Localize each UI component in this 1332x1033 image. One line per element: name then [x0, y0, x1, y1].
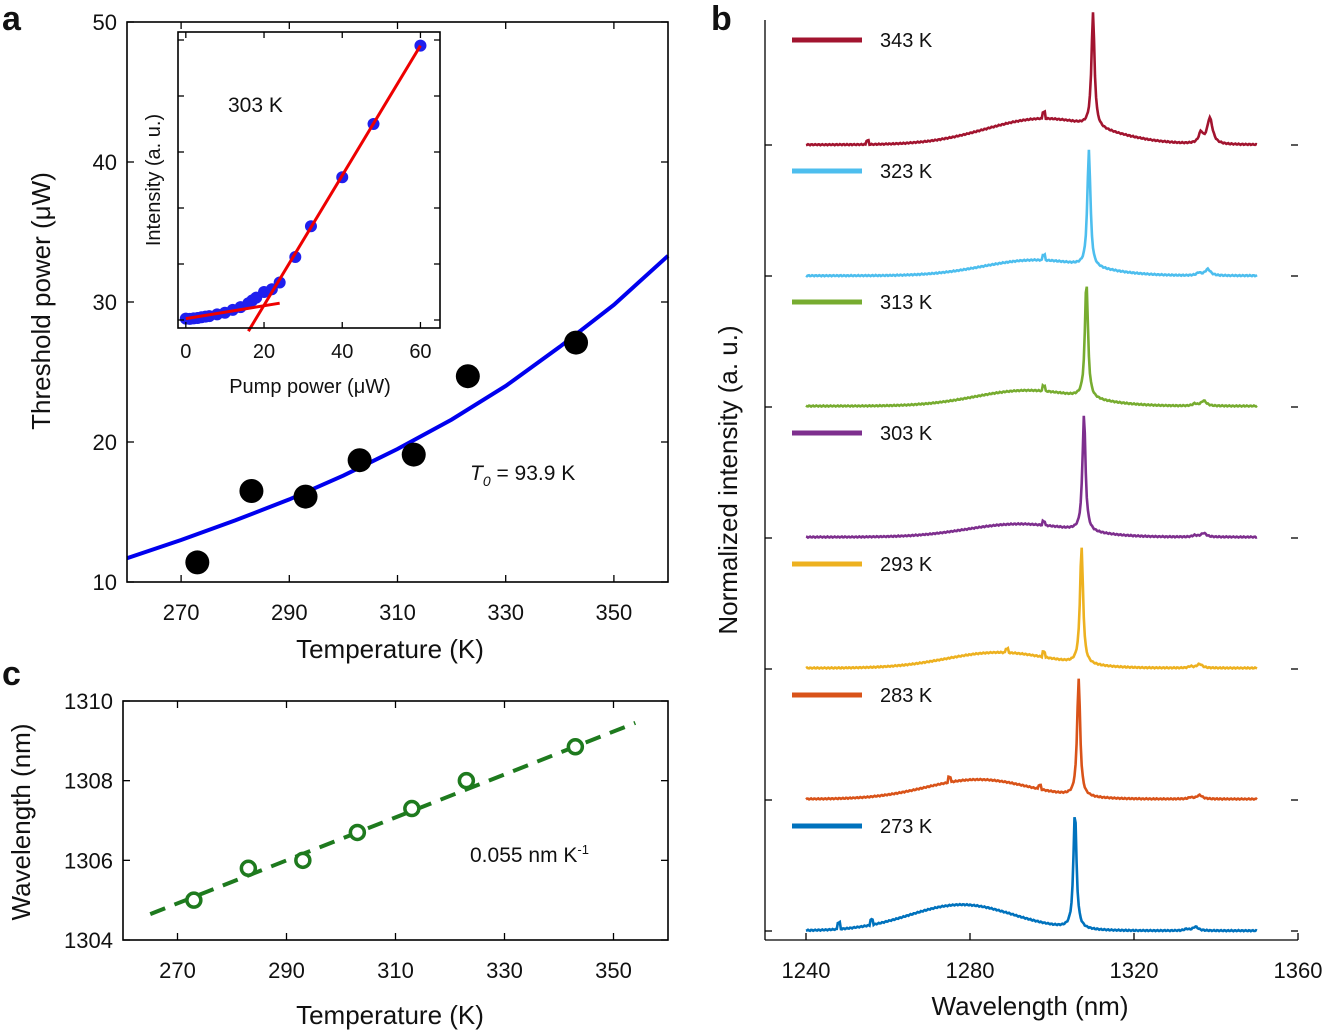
- legend-label: 343 K: [880, 30, 933, 52]
- panel-a-x-tick-label: 330: [487, 600, 524, 625]
- panel-b-x-tick-label: 1280: [946, 958, 995, 983]
- panel-a-x-axis-label: Temperature (K): [296, 634, 484, 664]
- panel-b-x-tick-label: 1320: [1110, 958, 1159, 983]
- slope-value: 0.055 nm K: [470, 844, 577, 867]
- panel-c-y-tick-label: 1308: [64, 769, 113, 794]
- panel-c-slope-annotation: 0.055 nm K-1: [470, 842, 589, 867]
- panel-a-inset: 0 20 40 60 303 K Pump power (μW) Intensity …: [143, 31, 441, 398]
- panel-b-x-axis-label: Wavelength (nm): [932, 991, 1129, 1021]
- legend-label: 293 K: [880, 554, 933, 576]
- spectrum-line: [805, 149, 1258, 278]
- panel-c-x-axis-label: Temperature (K): [296, 1000, 484, 1030]
- inset-x-axis-label: Pump power (μW): [229, 376, 391, 398]
- panel-a-ticks: 270 290 310 330 350 10 20 30 40 50: [93, 10, 668, 625]
- panel-b-x-tick-label: 1240: [782, 958, 831, 983]
- panel-a-data-point: [347, 448, 372, 473]
- inset-temperature-label: 303 K: [228, 94, 283, 117]
- panel-c-x-tick-label: 350: [595, 958, 632, 983]
- panel-c-y-tick-label: 1310: [64, 689, 113, 714]
- panel-b-legend: 273 K 283 K 293 K 303 K 313 K 323 K 343 K: [792, 30, 933, 838]
- legend-label: 313 K: [880, 292, 933, 314]
- spectrum-line: [805, 12, 1258, 147]
- panel-a-plot-area: [126, 254, 670, 575]
- panel-a-y-axis-label: Threshold power (μW): [26, 172, 56, 430]
- legend-label: 303 K: [880, 423, 933, 445]
- panel-c-data-point: [403, 799, 421, 818]
- panel-a-data-point: [185, 550, 210, 575]
- panel-label-c: c: [2, 655, 21, 693]
- panel-c: 270 290 310 330 350 1304 1306 1308 1310 0.055 nm…: [6, 689, 669, 1030]
- panel-c-ticks: 270 290 310 330 350 1304 1306 1308 1310: [64, 689, 668, 983]
- panel-a-y-tick-label: 20: [93, 430, 117, 455]
- panel-c-plot-area: [149, 721, 637, 916]
- inset-x-tick-label: 40: [331, 341, 353, 363]
- panel-a-x-tick-label: 270: [163, 600, 200, 625]
- panel-c-fit-line: [149, 721, 637, 916]
- panel-label-b: b: [711, 0, 732, 38]
- panel-b-ticks: 1240 1280 1320 1360: [765, 144, 1323, 983]
- inset-fit-line: [247, 44, 422, 332]
- panel-a-data-point: [239, 479, 264, 503]
- inset-plot-area: [179, 39, 427, 332]
- panel-a-y-tick-label: 30: [93, 290, 117, 315]
- legend-label: 283 K: [880, 685, 933, 707]
- t0-symbol: T: [470, 462, 485, 485]
- spectrum-line: [805, 547, 1258, 671]
- panel-c-data-point: [566, 738, 585, 756]
- panel-c-data-point: [239, 859, 258, 878]
- panel-c-x-tick-label: 330: [486, 958, 523, 983]
- t0-value: = 93.9 K: [491, 462, 576, 485]
- inset-y-axis-label: Intensity (a. u.): [143, 114, 165, 246]
- panel-c-data-point: [294, 851, 312, 870]
- panel-a-x-tick-label: 350: [596, 600, 633, 625]
- panel-c-y-axis-label: Wavelength (nm): [6, 724, 36, 921]
- slope-exponent: -1: [577, 842, 589, 857]
- panel-b-frame: [764, 20, 1298, 941]
- panel-c-frame: [122, 700, 669, 941]
- spectrum-line: [805, 415, 1258, 540]
- panel-a-t0-annotation: T0 = 93.9 K: [470, 462, 575, 489]
- panel-c-data-point: [457, 771, 476, 790]
- inset-frame: [177, 31, 441, 329]
- panel-a-data-point: [401, 442, 426, 467]
- panel-c-x-tick-label: 310: [377, 958, 414, 983]
- t0-subscript: 0: [483, 473, 491, 489]
- panel-label-a: a: [2, 0, 22, 38]
- panel-a-x-tick-label: 290: [271, 600, 308, 625]
- panel-b-y-axis-label: Normalized intensity (a. u.): [713, 325, 743, 634]
- panel-a-data-point: [455, 364, 480, 389]
- panel-a-data-point: [293, 484, 318, 509]
- panel-a-x-tick-label: 310: [379, 600, 416, 625]
- panel-c-data-point: [348, 823, 367, 842]
- panel-a-y-tick-label: 10: [93, 570, 117, 595]
- inset-x-tick-label: 20: [253, 341, 275, 363]
- inset-ticks: 0 20 40 60: [178, 32, 440, 363]
- legend-label: 273 K: [880, 816, 933, 838]
- inset-x-tick-label: 60: [409, 341, 431, 363]
- panel-c-y-tick-label: 1304: [64, 928, 113, 953]
- inset-background: [178, 32, 440, 328]
- panel-b-plot-area: [805, 12, 1258, 933]
- panel-c-y-tick-label: 1306: [64, 848, 113, 873]
- spectrum-line: [805, 816, 1258, 933]
- spectrum-line: [805, 678, 1258, 802]
- legend-label: 323 K: [880, 161, 933, 183]
- panel-c-data-point: [185, 891, 203, 909]
- panel-b: 1240 1280 1320 1360 273 K 283 K 293 K 303 K 313…: [713, 12, 1322, 1021]
- panel-c-x-tick-label: 270: [159, 958, 196, 983]
- panel-a: 270 290 310 330 350 10 20 30 40 50 Temperature (K…: [26, 10, 670, 664]
- panel-a-data-point: [564, 330, 589, 355]
- panel-a-y-tick-label: 50: [93, 10, 117, 35]
- panel-c-x-tick-label: 290: [268, 958, 305, 983]
- spectrum-line: [805, 286, 1258, 409]
- panel-a-y-tick-label: 40: [93, 150, 117, 175]
- panel-b-x-tick-label: 1360: [1274, 958, 1323, 983]
- inset-x-tick-label: 0: [180, 341, 191, 363]
